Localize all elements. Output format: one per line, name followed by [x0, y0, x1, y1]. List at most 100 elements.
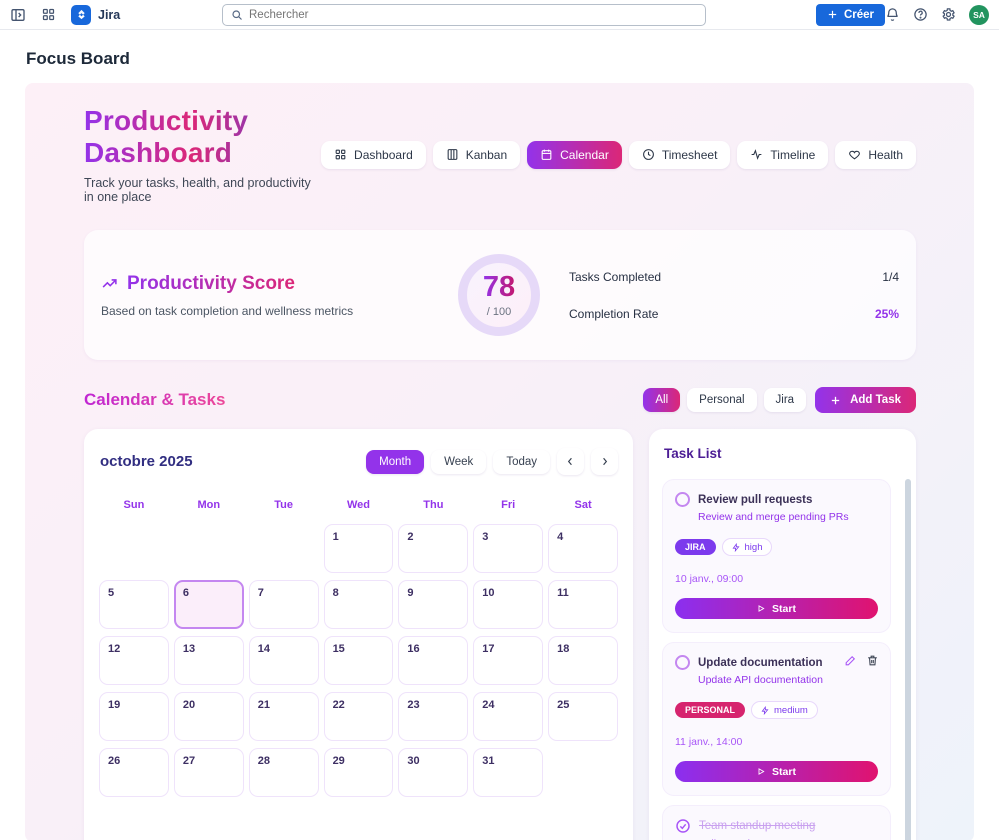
metric-row: Tasks Completed 1/4	[569, 270, 899, 284]
calendar-day[interactable]: 8	[323, 580, 394, 629]
calendar-day[interactable]: 3	[473, 524, 544, 573]
delete-task-icon[interactable]	[866, 654, 879, 667]
clock-icon	[642, 148, 655, 161]
priority-label: medium	[774, 704, 808, 716]
search-input[interactable]	[249, 8, 697, 21]
avatar[interactable]: SA	[969, 4, 989, 25]
priority-badge: medium	[751, 701, 818, 719]
day-header: Wed	[346, 499, 370, 511]
day-header: Fri	[501, 499, 516, 511]
calendar-day[interactable]: 28	[248, 748, 319, 797]
calendar-day[interactable]: 7	[248, 580, 319, 629]
task-card: Review pull requests Review and merge pen…	[662, 479, 891, 633]
edit-task-icon[interactable]	[844, 654, 857, 667]
calendar-day[interactable]: 15	[323, 636, 394, 685]
jira-logo-icon	[71, 4, 91, 25]
calendar-day-today[interactable]: 6	[173, 580, 244, 629]
sidebar-toggle-icon[interactable]	[10, 7, 26, 23]
metric-label: Completion Rate	[569, 306, 659, 321]
calendar-day[interactable]: 21	[248, 692, 319, 741]
calendar-day[interactable]: 25	[548, 692, 618, 741]
search-icon	[231, 9, 243, 21]
zap-icon	[761, 705, 769, 715]
metric-row: Completion Rate 25%	[569, 307, 899, 321]
calendar-day[interactable]: 14	[248, 636, 319, 685]
calendar-day[interactable]: 1	[323, 524, 394, 573]
calendar-day[interactable]: 12	[99, 636, 169, 685]
calendar-day[interactable]: 24	[473, 692, 544, 741]
calendar-day[interactable]: 10	[473, 580, 544, 629]
start-label: Start	[772, 765, 796, 778]
filter-personal[interactable]: Personal	[687, 388, 757, 412]
next-month-button[interactable]	[591, 448, 618, 475]
view-week[interactable]: Week	[431, 449, 487, 474]
add-task-button[interactable]: Add Task	[815, 387, 916, 413]
calendar-day[interactable]: 30	[398, 748, 469, 797]
calendar-day[interactable]: 2	[398, 524, 469, 573]
priority-label: high	[744, 541, 763, 553]
task-title: Update documentation	[698, 656, 823, 669]
metric-label: Tasks Completed	[569, 269, 662, 284]
tab-timeline[interactable]: Timeline	[737, 140, 829, 169]
source-badge: JIRA	[675, 539, 716, 555]
tab-label: Health	[868, 147, 903, 162]
task-actions	[844, 654, 879, 667]
filter-all[interactable]: All	[643, 388, 681, 412]
calendar-day[interactable]: 20	[173, 692, 244, 741]
calendar-day[interactable]: 23	[398, 692, 469, 741]
start-task-button[interactable]: Start	[675, 761, 878, 782]
calendar-day[interactable]: 4	[548, 524, 618, 573]
calendar-day-headers: Sun Mon Tue Wed Thu Fri Sat	[99, 499, 618, 511]
help-icon[interactable]	[913, 7, 928, 22]
view-today[interactable]: Today	[493, 449, 550, 474]
productivity-score-card: Productivity Score Based on task complet…	[84, 230, 916, 360]
task-badges: JIRA high	[675, 538, 878, 556]
calendar-day[interactable]: 16	[398, 636, 469, 685]
day-header: Mon	[197, 499, 221, 511]
calendar-day[interactable]: 13	[173, 636, 244, 685]
calendar-day[interactable]: 11	[548, 580, 618, 629]
calendar-day[interactable]: 22	[323, 692, 394, 741]
calendar-day[interactable]: 17	[473, 636, 544, 685]
tab-calendar[interactable]: Calendar	[527, 140, 622, 169]
settings-icon[interactable]	[941, 7, 956, 22]
calendar-day[interactable]: 31	[473, 748, 544, 797]
create-button[interactable]: Créer	[815, 3, 885, 26]
calendar-day[interactable]: 5	[99, 580, 169, 629]
calendar-controls: Month Week Today	[366, 448, 618, 475]
check-circle-icon[interactable]	[675, 818, 691, 834]
board-subtitle: Track your tasks, health, and productivi…	[84, 176, 311, 204]
score-max: / 100	[486, 305, 512, 318]
calendar-day[interactable]: 27	[173, 748, 244, 797]
task-checkbox[interactable]	[675, 655, 690, 670]
brand[interactable]: Jira	[71, 4, 120, 25]
calendar-day[interactable]: 19	[99, 692, 169, 741]
notifications-icon[interactable]	[885, 7, 900, 22]
tab-timesheet[interactable]: Timesheet	[628, 140, 731, 169]
tab-kanban[interactable]: Kanban	[432, 140, 521, 169]
tab-health[interactable]: Health	[835, 140, 916, 169]
search-box[interactable]	[222, 3, 706, 26]
trending-up-icon	[101, 275, 118, 292]
task-title: Team standup meeting	[699, 820, 816, 832]
metric-value: 1/4	[882, 269, 899, 284]
view-month[interactable]: Month	[366, 449, 425, 474]
calendar-day[interactable]: 9	[398, 580, 469, 629]
calendar-day[interactable]: 26	[99, 748, 169, 797]
tab-dashboard[interactable]: Dashboard	[321, 140, 426, 169]
filter-jira[interactable]: Jira	[763, 388, 807, 412]
tab-label: Timeline	[770, 147, 816, 162]
task-list-scrollbar[interactable]	[905, 479, 911, 840]
start-label: Start	[772, 602, 796, 615]
app-switcher-icon[interactable]	[41, 7, 56, 22]
calendar-blank-cell	[249, 524, 319, 573]
score-value: 78	[482, 270, 516, 303]
task-filters: All Personal Jira Add Task	[643, 387, 916, 413]
day-header: Sun	[123, 499, 145, 511]
calendar-day[interactable]: 18	[548, 636, 618, 685]
calendar-day[interactable]: 29	[323, 748, 394, 797]
task-checkbox[interactable]	[675, 492, 690, 507]
start-task-button[interactable]: Start	[675, 598, 878, 619]
kanban-icon	[446, 148, 459, 161]
prev-month-button[interactable]	[557, 448, 584, 475]
